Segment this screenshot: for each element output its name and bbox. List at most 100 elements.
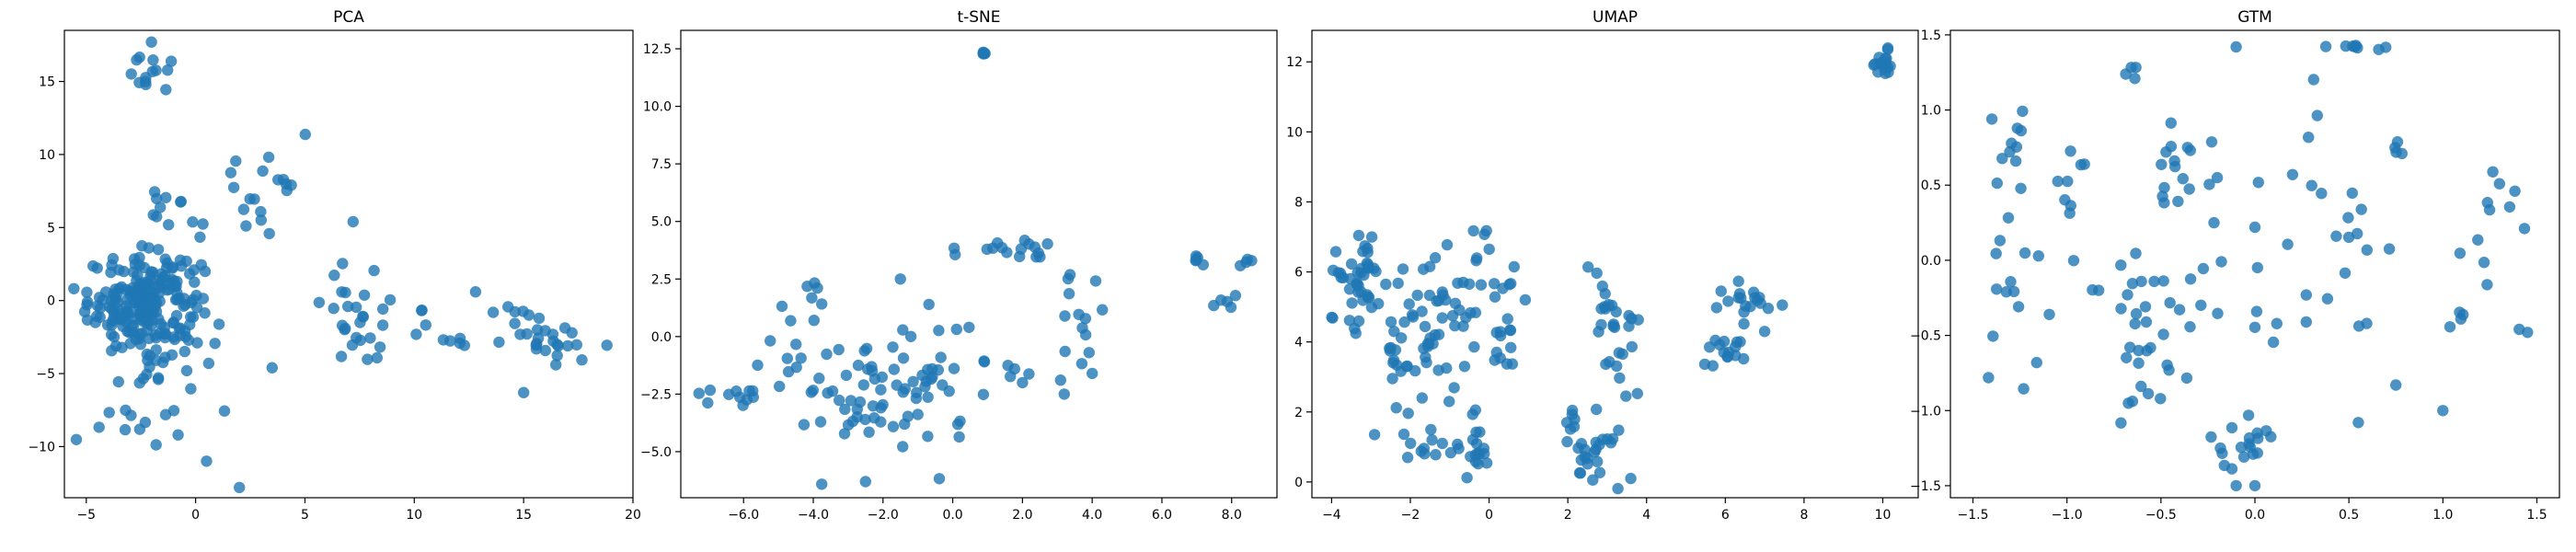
data-point: [868, 412, 880, 424]
data-point: [2444, 321, 2456, 333]
data-point: [2230, 40, 2242, 53]
data-point: [131, 53, 143, 66]
data-point: [376, 319, 389, 331]
data-point: [601, 339, 613, 351]
data-point: [2352, 227, 2363, 240]
data-point: [1246, 255, 1258, 267]
data-point: [1421, 340, 1434, 352]
data-point: [1357, 246, 1369, 258]
data-point: [1385, 316, 1397, 328]
data-point: [162, 64, 174, 76]
data-point: [2306, 179, 2317, 191]
data-point: [1593, 466, 1606, 478]
data-point: [336, 319, 349, 331]
data-point: [933, 473, 946, 485]
data-point: [159, 408, 172, 420]
data-point: [2172, 195, 2184, 208]
data-point: [118, 265, 130, 278]
data-point: [1592, 455, 1604, 467]
data-point: [1501, 313, 1513, 325]
x-tick-label: 15: [515, 508, 532, 523]
data-point: [996, 242, 1008, 254]
data-point: [1505, 341, 1517, 353]
data-point: [1990, 247, 2002, 259]
data-point: [2252, 432, 2264, 444]
y-tick-label: 15: [39, 75, 55, 90]
data-point: [2009, 155, 2022, 167]
data-point: [551, 350, 563, 362]
plot-frame: [1311, 29, 1919, 499]
x-tick-label: −2.0: [868, 508, 899, 523]
data-point: [1575, 454, 1588, 466]
data-point: [384, 293, 397, 306]
data-point: [1075, 358, 1088, 370]
data-point: [704, 384, 717, 397]
x-tick-label: 0.0: [2245, 508, 2265, 523]
data-point: [1489, 354, 1501, 366]
data-point: [2212, 307, 2224, 319]
data-point: [1062, 272, 1075, 285]
data-point: [987, 242, 999, 254]
x-tick-label: 8: [1800, 508, 1808, 523]
data-point: [514, 328, 526, 340]
data-point: [2252, 177, 2264, 189]
data-point: [2248, 479, 2261, 492]
y-tick-label: 7.5: [651, 157, 672, 172]
data-point: [1005, 371, 1017, 383]
data-point: [509, 305, 521, 318]
data-point: [1431, 295, 1443, 307]
data-point: [1985, 113, 1998, 125]
data-point: [851, 403, 863, 416]
data-point: [68, 282, 80, 294]
data-point: [2319, 40, 2332, 52]
data-point: [923, 298, 935, 311]
data-point: [776, 300, 788, 313]
data-point: [201, 455, 213, 467]
data-point: [159, 253, 171, 265]
data-point: [1430, 449, 1442, 461]
data-point: [1604, 356, 1616, 368]
data-point: [2390, 379, 2402, 391]
y-tick-label: −5.0: [640, 445, 672, 460]
data-point: [146, 266, 159, 279]
data-point: [781, 352, 793, 364]
data-point: [539, 344, 551, 357]
data-point: [277, 174, 290, 186]
data-point: [2133, 344, 2145, 357]
data-point: [2164, 296, 2176, 309]
chart-panel-3: GTM −1.5 −1.0 −0.5 0.0 0.5 1.0 1.5 −1.5 −1.0 −0.5 0…: [1910, 8, 2560, 523]
data-point: [1458, 361, 1471, 373]
x-tick-label: −2: [1401, 508, 1420, 523]
data-point: [1631, 387, 1644, 399]
data-point: [2307, 74, 2319, 86]
data-point: [2503, 201, 2516, 213]
data-point: [2018, 383, 2030, 395]
data-point: [2155, 393, 2167, 405]
data-point: [1436, 312, 1448, 324]
data-point: [2518, 223, 2531, 235]
data-point: [730, 385, 742, 397]
data-point: [838, 428, 851, 440]
y-tick-label: 0.0: [1921, 254, 1941, 269]
data-point: [2129, 73, 2141, 85]
data-point: [2087, 283, 2099, 296]
data-point: [1373, 297, 1385, 310]
data-point: [1738, 306, 1750, 318]
x-tick-label: 5: [301, 508, 309, 523]
data-point: [891, 379, 903, 391]
data-point: [328, 303, 339, 315]
data-point: [790, 362, 802, 374]
data-point: [2251, 261, 2263, 274]
data-point: [2064, 145, 2076, 157]
data-point: [168, 333, 181, 346]
data-point: [2478, 257, 2490, 269]
data-point: [159, 270, 171, 282]
data-point: [112, 375, 124, 388]
data-point: [1429, 328, 1441, 341]
data-point: [1059, 310, 1071, 322]
data-point: [2361, 317, 2373, 329]
data-point: [747, 385, 759, 397]
data-point: [1335, 271, 1348, 283]
data-point: [150, 344, 162, 356]
data-point: [263, 227, 275, 240]
